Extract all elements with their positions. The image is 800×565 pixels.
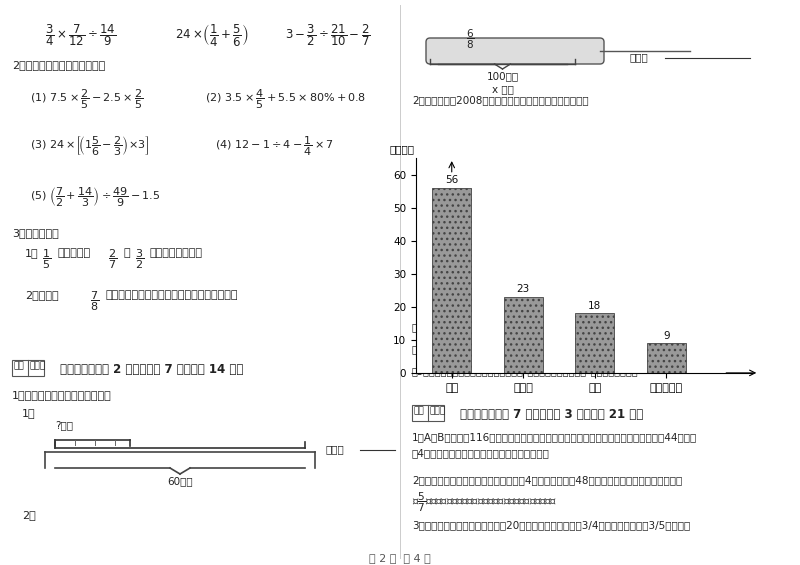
Text: $\dfrac{7}{8}$: $\dfrac{7}{8}$: [90, 290, 99, 314]
Text: $\dfrac{1}{5}$: $\dfrac{1}{5}$: [42, 248, 51, 271]
Text: 和乙数相等，甲数和乙数的比的比值是多少？: 和乙数相等，甲数和乙数的比的比值是多少？: [106, 290, 238, 300]
Text: 的积，差是多少？: 的积，差是多少？: [150, 248, 203, 258]
Text: 的$\dfrac{5}{7}$，快车和慢车的速度各是多少？甲乙两地相距多少千米？: 的$\dfrac{5}{7}$，快车和慢车的速度各是多少？甲乙两地相距多少千米？: [412, 491, 558, 514]
Text: 9: 9: [663, 331, 670, 341]
Text: 2．下面是申报2008年奥运会主办城市的得票情况统计图。: 2．下面是申报2008年奥运会主办城市的得票情况统计图。: [412, 95, 589, 105]
Text: 单位：票: 单位：票: [389, 144, 414, 154]
Text: 的倒数减去: 的倒数减去: [57, 248, 90, 258]
Text: （3）投票结果一出来，报纸、电视都说："北京得票是数遥遥领先"，为什么这样说？: （3）投票结果一出来，报纸、电视都说："北京得票是数遥遥领先"，为什么这样说？: [412, 366, 638, 376]
Text: 评卷人: 评卷人: [430, 406, 446, 415]
Text: $\dfrac{2}{7}$: $\dfrac{2}{7}$: [108, 248, 117, 271]
Text: $24\times\!\left(\dfrac{1}{4}+\dfrac{5}{6}\right)$: $24\times\!\left(\dfrac{1}{4}+\dfrac{5}{…: [175, 22, 249, 48]
Text: 3．商店运来一些水果，运来苹果20筐，梨的筐数是苹果的3/4，同时又是橘子的3/5，运来橘: 3．商店运来一些水果，运来苹果20筐，梨的筐数是苹果的3/4，同时又是橘子的3/…: [412, 520, 690, 530]
Text: 与: 与: [123, 248, 130, 258]
Text: 列式：: 列式：: [630, 52, 649, 62]
Text: 2．两列火车从甲乙两地同时相对开出，4小时后在距中点48千米处相遇，已知慢车是快车速度: 2．两列火车从甲乙两地同时相对开出，4小时后在距中点48千米处相遇，已知慢车是快…: [412, 475, 682, 485]
Text: 得分: 得分: [414, 406, 425, 415]
Text: $\dfrac{6}{8}$: $\dfrac{6}{8}$: [466, 28, 474, 51]
Bar: [575, 314, 614, 373]
Text: （2）北京得______票，占得票总数的______%。: （2）北京得______票，占得票总数的______%。: [412, 344, 579, 355]
Text: 六、应用题（共 7 小题，每题 3 分，共计 21 分）: 六、应用题（共 7 小题，每题 3 分，共计 21 分）: [460, 408, 643, 421]
Text: $\mathrm{(1)}\ 7.5\times\dfrac{2}{5}-2.5\times\dfrac{2}{5}$: $\mathrm{(1)}\ 7.5\times\dfrac{2}{5}-2.5…: [30, 88, 143, 111]
Text: 2．计算，能简算的写出过程。: 2．计算，能简算的写出过程。: [12, 60, 106, 70]
Text: 列式：: 列式：: [325, 444, 344, 454]
Text: $\mathrm{(3)}\ 24\times\!\left[\!\left(1\dfrac{5}{6}-\dfrac{2}{3}\right)\!\times: $\mathrm{(3)}\ 24\times\!\left[\!\left(1…: [30, 135, 150, 158]
Bar: [646, 343, 686, 373]
Text: 2、甲数的: 2、甲数的: [25, 290, 58, 300]
Text: ?千克: ?千克: [55, 420, 73, 430]
Text: 100千米: 100千米: [486, 71, 518, 81]
Text: 1．A、B两地相距116千米，甲、乙两人骑自行车同时从两地相对出发，甲车每小时行44千米，: 1．A、B两地相距116千米，甲、乙两人骑自行车同时从两地相对出发，甲车每小时行…: [412, 432, 698, 442]
FancyBboxPatch shape: [426, 38, 604, 64]
Bar: [432, 188, 471, 373]
Text: x 千米: x 千米: [491, 84, 514, 94]
Bar: [412, 405, 444, 421]
Text: 1、: 1、: [25, 248, 38, 258]
Text: 56: 56: [445, 175, 458, 185]
Text: 2．: 2．: [22, 510, 36, 520]
Text: 3．列式计算：: 3．列式计算：: [12, 228, 58, 238]
Text: $\dfrac{3}{4} \times \dfrac{7}{12} \div \dfrac{14}{9}$: $\dfrac{3}{4} \times \dfrac{7}{12} \div …: [45, 22, 116, 47]
Text: 18: 18: [588, 301, 602, 311]
Bar: [503, 297, 543, 373]
Bar: [12, 360, 44, 376]
Text: （1）四个中办城市的得票总数是______票。: （1）四个中办城市的得票总数是______票。: [412, 322, 550, 333]
Text: $\mathrm{(4)}\ 12-1\div 4-\dfrac{1}{4}\times 7$: $\mathrm{(4)}\ 12-1\div 4-\dfrac{1}{4}\t…: [215, 135, 334, 158]
Text: $\mathrm{(2)}\ 3.5\times\dfrac{4}{5}+5.5\times 80\%+0.8$: $\mathrm{(2)}\ 3.5\times\dfrac{4}{5}+5.5…: [205, 88, 366, 111]
Text: $\dfrac{3}{2}$: $\dfrac{3}{2}$: [135, 248, 144, 271]
Text: 60千克: 60千克: [167, 476, 193, 486]
Text: $\mathrm{(5)}\ \left(\dfrac{7}{2}+\dfrac{14}{3}\right)\div\dfrac{49}{9}-1.5$: $\mathrm{(5)}\ \left(\dfrac{7}{2}+\dfrac…: [30, 186, 160, 210]
Text: $3-\dfrac{3}{2}\div\dfrac{21}{10}-\dfrac{2}{7}$: $3-\dfrac{3}{2}\div\dfrac{21}{10}-\dfrac…: [285, 22, 370, 47]
Text: 得分: 得分: [14, 361, 25, 370]
Text: 第 2 页  共 4 页: 第 2 页 共 4 页: [369, 553, 431, 563]
Text: 23: 23: [517, 284, 530, 294]
Text: 评卷人: 评卷人: [30, 361, 46, 370]
Text: 1．: 1．: [22, 408, 36, 418]
Text: 1．看图列算式或方程，不计算：: 1．看图列算式或方程，不计算：: [12, 390, 112, 400]
Text: 五、综合题（共 2 小题，每题 7 分，共计 14 分）: 五、综合题（共 2 小题，每题 7 分，共计 14 分）: [60, 363, 243, 376]
Text: 经4小时后与乙车相遇，乙车每小时行多少千米？: 经4小时后与乙车相遇，乙车每小时行多少千米？: [412, 448, 550, 458]
